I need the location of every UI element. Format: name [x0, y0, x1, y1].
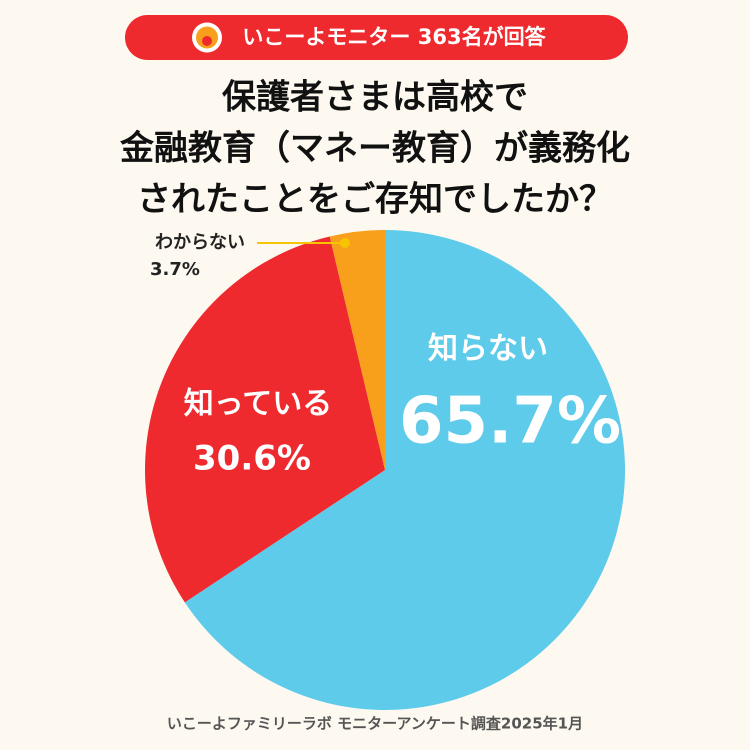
- pie: [144, 230, 626, 710]
- value-label: 65.7%: [399, 385, 621, 459]
- slice-label: 知らない: [428, 332, 548, 367]
- pie-slice: [184, 230, 626, 710]
- leader-dot: [340, 238, 350, 248]
- badge-icon-mouth: [202, 36, 212, 46]
- source: いこーよファミリーラボ モニターアンケート調査2025年1月: [167, 715, 583, 733]
- slice-label: わからない: [155, 232, 245, 253]
- badge-text: いこーよモニター 363名が回答: [242, 25, 546, 49]
- slice-label: 知っている: [184, 387, 333, 422]
- value-label: 3.7%: [150, 259, 200, 280]
- value-label: 30.6%: [193, 439, 311, 479]
- pie-slice: [329, 230, 385, 470]
- chart-title-line: されたことをご存知でしたか？: [137, 180, 613, 220]
- badge-pill: [125, 15, 628, 60]
- chart-title-line: 金融教育（マネー教育）が義務化: [119, 129, 630, 169]
- pie-slice: [144, 236, 385, 603]
- chart-title-line: 保護者さまは高校で: [222, 78, 528, 118]
